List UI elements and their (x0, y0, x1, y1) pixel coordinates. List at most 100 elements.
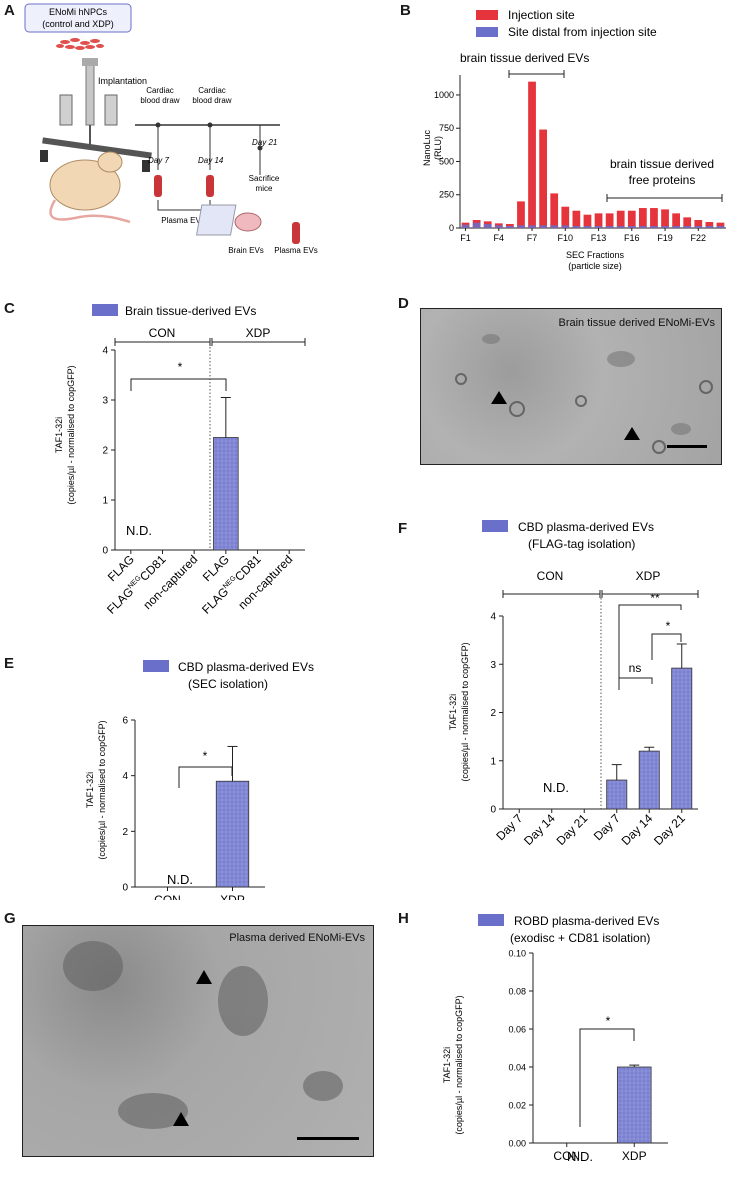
legend-red-label: Injection site (508, 8, 575, 22)
sig-bracket (178, 766, 233, 788)
bar-injection (661, 209, 669, 228)
sig-star: * (606, 1014, 611, 1028)
legend-swatch (143, 660, 169, 672)
bar-distal (705, 226, 714, 228)
ylabel-line1: TAF1-32i (85, 772, 95, 808)
brain-icon (195, 204, 262, 236)
x-tick-label: F16 (624, 233, 640, 243)
y-tick-label: 2 (490, 708, 496, 719)
bar-injection (694, 220, 703, 228)
legend-line1: CBD plasma-derived EVs (518, 520, 654, 534)
bar (616, 1066, 652, 1144)
annot-proteins-line2: free proteins (629, 173, 696, 187)
scale-bar-d (667, 445, 707, 448)
y-tick-label: 0 (490, 805, 496, 816)
x-tick-label: Day 21 (651, 811, 688, 848)
legend-line1: CBD plasma-derived EVs (178, 660, 314, 674)
sig-star: * (666, 619, 671, 633)
sig-ns: ns (629, 661, 642, 675)
bar (606, 779, 628, 810)
y-tick-label: 1000 (434, 90, 454, 100)
ns-bracket (618, 677, 653, 690)
bar-distal (517, 225, 525, 228)
panel-h-chart: ROBD plasma-derived EVs (exodisc + CD81 … (442, 914, 668, 1164)
xdp-bracket (601, 590, 699, 598)
y-tick-label: 250 (439, 190, 454, 200)
legend-red-swatch (476, 10, 498, 20)
panel-c-chart: Brain tissue-derived EVs CON XDP TAF1-32… (54, 304, 306, 617)
legend-swatch (92, 304, 118, 316)
panel-b-chart: Injection site Site distal from injectio… (422, 8, 726, 271)
evs-bracket (508, 70, 565, 78)
bar-injection (528, 81, 536, 228)
group-con: CON (537, 569, 564, 583)
bar-injection (550, 193, 559, 228)
mouse-icon (49, 151, 131, 224)
cardiac1-line1: Cardiac (146, 86, 174, 95)
y-tick-label: 0.08 (508, 987, 526, 997)
nd-label: N.D. (126, 523, 152, 538)
bar-injection (605, 213, 614, 228)
con-bracket (502, 590, 601, 598)
bar-injection (539, 129, 548, 228)
nd-label: N.D. (543, 780, 569, 795)
cells-icon (56, 38, 104, 50)
panel-letter-f: F (398, 520, 408, 537)
ylabel-line1: TAF1-32i (442, 1047, 452, 1083)
proteins-bracket (606, 194, 723, 202)
legend-line2: (FLAG-tag isolation) (528, 537, 635, 551)
bar-distal (716, 226, 725, 228)
bar-injection (517, 201, 525, 228)
bar-distal (616, 226, 625, 228)
day21-label: Day 21 (252, 138, 277, 147)
legend-swatch (482, 520, 508, 532)
y-tick-label: 0.04 (508, 1063, 526, 1073)
bar-injection (650, 208, 658, 228)
xlabel-line1: SEC Fractions (566, 250, 625, 260)
y-tick-label: 0.10 (508, 949, 526, 959)
cell-source-box (24, 3, 132, 33)
bar (671, 667, 693, 810)
bar-injection (561, 206, 570, 228)
bar-distal (594, 226, 603, 228)
y-tick-label: 4 (122, 771, 128, 782)
y-tick-label: 6 (122, 716, 128, 727)
nd-label: N.D. (567, 1149, 593, 1164)
y-tick-label: 3 (102, 396, 108, 407)
bar-distal (650, 226, 658, 228)
x-tick-label: Day 14 (619, 811, 656, 848)
sig-star: * (178, 360, 183, 374)
legend-line2: (SEC isolation) (188, 677, 268, 691)
panel-letter-b: B (400, 2, 411, 19)
panel-letter-g: G (4, 910, 16, 927)
micrograph-g-caption: Plasma derived ENoMi-EVs (229, 932, 365, 944)
stereotaxic-frame-icon (40, 58, 152, 172)
legend-blue-swatch (476, 27, 498, 37)
x-tick-label: F7 (527, 233, 538, 243)
cardiac2-line1: Cardiac (198, 86, 226, 95)
panel-f-chart: CBD plasma-derived EVs (FLAG-tag isolati… (448, 520, 699, 848)
sig-bracket (579, 1028, 635, 1127)
y-tick-label: 2 (102, 446, 108, 457)
group-xdp: XDP (246, 326, 271, 340)
bar-injection (616, 210, 625, 228)
bar-injection (683, 217, 692, 228)
bar-distal (550, 225, 559, 228)
panel-letter-d: D (398, 295, 409, 312)
star-bracket (651, 633, 682, 660)
bar (638, 750, 660, 810)
x-tick-label: Day 21 (554, 811, 591, 848)
ylabel-line1: TAF1-32i (54, 417, 64, 453)
y-tick-label: 2 (122, 827, 128, 838)
ylabel-line1: TAF1-32i (448, 694, 458, 730)
bar-distal (661, 226, 669, 228)
arrowhead-2 (173, 1112, 189, 1126)
xdp-bracket (211, 338, 306, 346)
y-tick-label: 0 (102, 546, 108, 557)
group-con: CON (149, 326, 176, 340)
plasma-evs2-label: Plasma EVs (274, 246, 318, 255)
y-tick-label: 0 (122, 883, 128, 894)
ylabel-line2: (copies/µl - normalised to copGFP) (454, 995, 464, 1134)
xlabel-line2: (particle size) (568, 261, 622, 271)
bar (213, 437, 239, 551)
